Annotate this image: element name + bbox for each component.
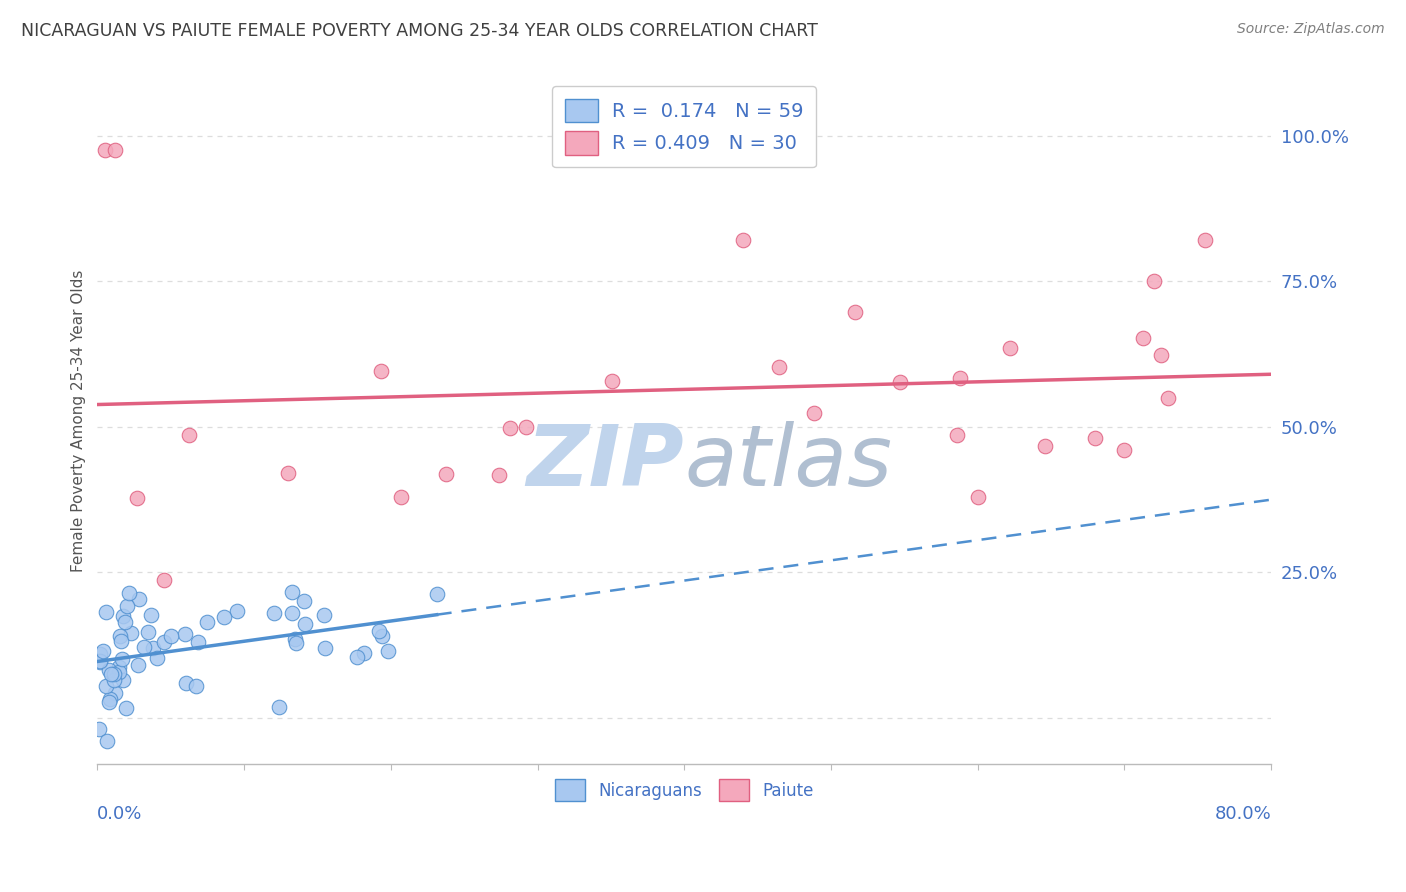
Point (768, 359, 790, 374)
Point (127, 658, 149, 673)
Point (89, 647, 111, 661)
Point (114, 701, 136, 715)
Point (284, 636, 307, 650)
Point (184, 679, 207, 693)
Point (602, 374, 624, 388)
Point (103, 667, 125, 681)
Point (128, 592, 150, 607)
Point (195, 615, 218, 629)
Point (115, 599, 138, 613)
Point (1194, 234, 1216, 248)
Point (111, 673, 134, 687)
Point (284, 632, 307, 647)
Point (434, 467, 457, 482)
Point (98, 695, 121, 709)
Point (125, 491, 148, 505)
Point (292, 594, 315, 608)
Point (104, 143, 127, 157)
Point (889, 375, 911, 389)
Point (314, 607, 336, 622)
Point (371, 629, 394, 643)
Point (269, 700, 291, 714)
Point (1084, 431, 1107, 445)
Point (346, 650, 368, 665)
Y-axis label: Female Poverty Among 25-34 Year Olds: Female Poverty Among 25-34 Year Olds (72, 269, 86, 572)
Point (139, 608, 162, 623)
Text: ZIP: ZIP (527, 420, 685, 504)
Point (426, 586, 449, 600)
Point (153, 573, 176, 587)
Point (277, 467, 299, 481)
Point (142, 641, 165, 656)
Point (946, 428, 969, 442)
Point (294, 617, 316, 632)
Point (97, 664, 120, 678)
Point (93, 143, 115, 157)
Point (96, 679, 118, 693)
Point (844, 304, 866, 318)
Point (111, 609, 134, 624)
Point (314, 641, 336, 656)
Point (377, 644, 399, 658)
Point (107, 660, 129, 674)
Point (488, 467, 510, 482)
Point (174, 675, 197, 690)
Point (111, 652, 134, 666)
Point (108, 665, 131, 680)
Point (803, 406, 825, 420)
Point (389, 490, 412, 504)
Point (949, 371, 972, 385)
Point (499, 421, 522, 435)
Point (120, 625, 142, 640)
Point (1033, 439, 1056, 453)
Point (281, 606, 304, 620)
Point (1157, 392, 1180, 406)
Point (1143, 274, 1166, 288)
Point (96, 734, 118, 748)
Point (104, 686, 127, 700)
Point (1150, 348, 1173, 362)
Point (89, 655, 111, 669)
Point (179, 428, 201, 442)
Point (281, 584, 304, 599)
Point (94, 605, 117, 619)
Point (110, 634, 132, 648)
Point (87, 722, 110, 736)
Point (370, 364, 392, 378)
Point (153, 635, 176, 649)
Text: atlas: atlas (685, 420, 893, 504)
Point (226, 604, 249, 618)
Point (367, 624, 389, 639)
Point (134, 640, 156, 655)
Point (731, 234, 754, 248)
Point (91, 643, 114, 657)
Text: Source: ZipAtlas.com: Source: ZipAtlas.com (1237, 22, 1385, 37)
Point (146, 651, 169, 665)
Point (136, 625, 159, 640)
Point (98, 692, 121, 706)
Text: 0.0%: 0.0% (97, 805, 143, 823)
Point (103, 673, 125, 688)
Point (160, 629, 183, 643)
Point (110, 629, 132, 643)
Point (100, 666, 122, 681)
Point (117, 586, 139, 600)
Point (263, 607, 285, 621)
Point (966, 490, 988, 504)
Legend: Nicaraguans, Paiute: Nicaraguans, Paiute (548, 772, 820, 807)
Text: 80.0%: 80.0% (1215, 805, 1271, 823)
Point (187, 635, 209, 649)
Point (1114, 442, 1136, 457)
Point (212, 610, 235, 624)
Point (1132, 331, 1154, 345)
Point (353, 646, 375, 660)
Point (515, 419, 537, 434)
Point (174, 627, 197, 641)
Point (114, 615, 136, 629)
Point (998, 341, 1021, 355)
Text: NICARAGUAN VS PAIUTE FEMALE POVERTY AMONG 25-34 YEAR OLDS CORRELATION CHART: NICARAGUAN VS PAIUTE FEMALE POVERTY AMON… (21, 22, 818, 40)
Point (89, 653, 111, 667)
